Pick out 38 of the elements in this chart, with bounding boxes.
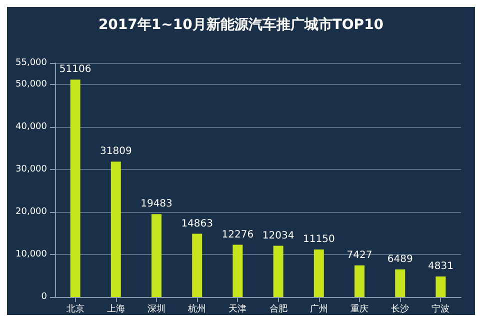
y-tick-label: 55,000 — [16, 58, 48, 68]
y-tick-label: 50,000 — [16, 79, 48, 90]
bar — [273, 246, 284, 297]
x-tick-label: 北京 — [66, 304, 84, 314]
x-tick-label: 上海 — [106, 304, 125, 314]
x-tick-label: 重庆 — [350, 304, 368, 314]
data-label: 11150 — [302, 234, 335, 246]
data-label: 6489 — [387, 254, 413, 265]
data-label: 12276 — [222, 229, 254, 240]
data-label: 19483 — [140, 198, 172, 210]
bar — [232, 244, 243, 297]
x-tick-label: 杭州 — [187, 304, 206, 314]
x-tick-label: 天津 — [228, 304, 247, 314]
bar — [70, 80, 80, 297]
y-tick-label: 30,000 — [16, 164, 48, 174]
data-label: 7427 — [346, 250, 372, 261]
bar — [354, 265, 364, 297]
x-tick-label: 广州 — [310, 304, 328, 314]
data-label: 4831 — [428, 260, 454, 272]
x-tick-label: 深圳 — [148, 304, 166, 314]
bar — [192, 234, 202, 297]
y-tick-label: 20,000 — [16, 206, 48, 217]
bar — [314, 250, 324, 297]
bar — [436, 276, 446, 297]
data-label: 31809 — [100, 146, 132, 158]
bar — [110, 162, 121, 297]
x-tick-label: 宁波 — [432, 304, 450, 314]
chart-title: 2017年1~10月新能源汽车推广城市TOP10 — [98, 16, 384, 33]
data-label: 14863 — [181, 218, 214, 230]
y-tick-label: 0 — [41, 292, 48, 302]
bar — [152, 214, 162, 297]
bar — [395, 269, 406, 297]
x-tick-label: 合肥 — [269, 304, 288, 314]
y-tick-label: 10,000 — [16, 249, 48, 260]
data-label: 51106 — [59, 64, 92, 76]
x-tick-label: 长沙 — [391, 304, 410, 314]
y-tick-label: 40,000 — [16, 122, 48, 132]
data-label: 12034 — [262, 230, 294, 242]
